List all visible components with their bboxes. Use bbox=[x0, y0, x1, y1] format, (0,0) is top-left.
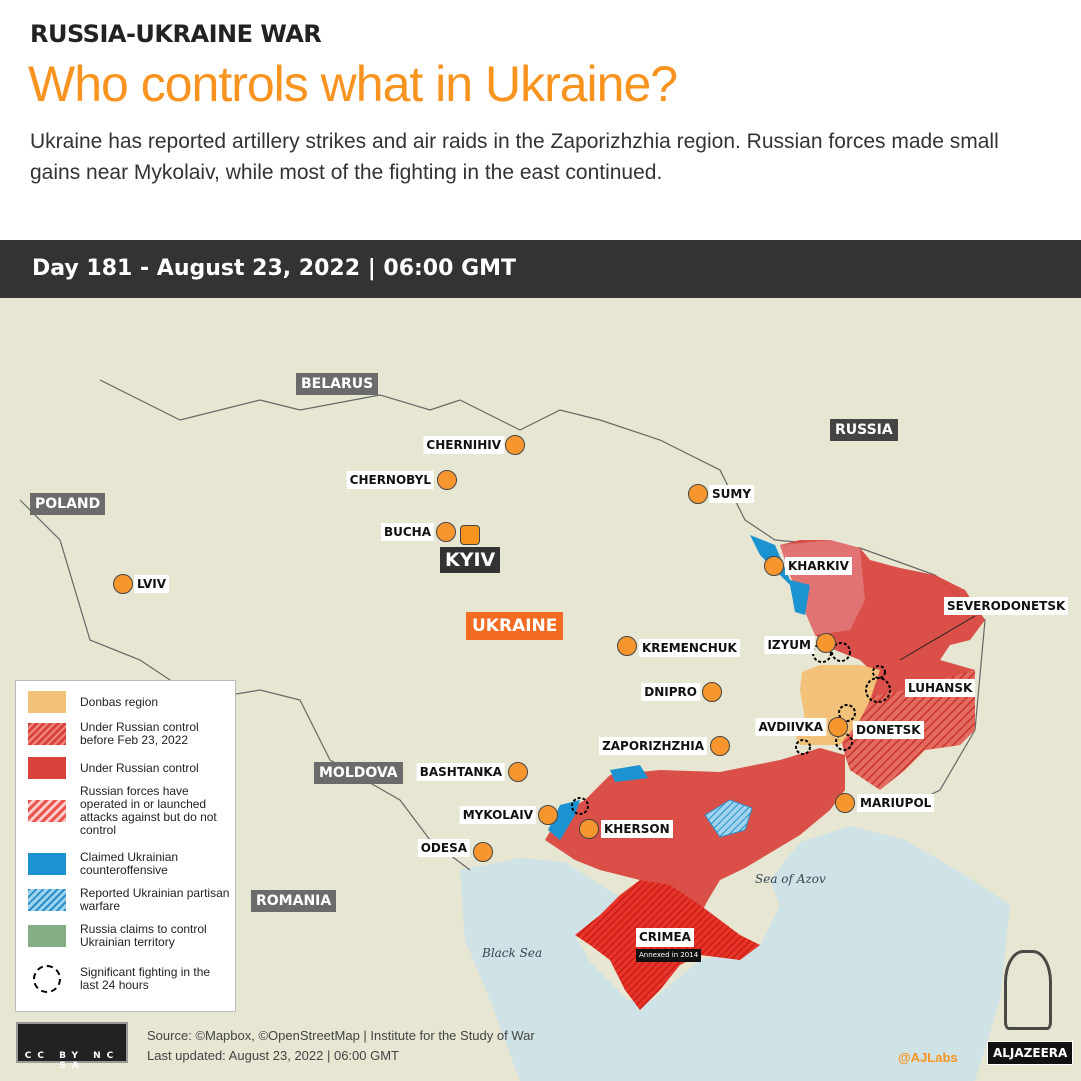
legend-swatch bbox=[28, 925, 66, 947]
leader-line bbox=[899, 615, 976, 661]
city-label: MYKOLAIV bbox=[459, 806, 536, 824]
legend-label: Under Russian control bbox=[80, 760, 199, 775]
source-text: Source: ©Mapbox, ©OpenStreetMap | Instit… bbox=[147, 1028, 535, 1043]
partisan-area bbox=[704, 799, 753, 838]
country-romania: ROMANIA bbox=[251, 890, 337, 912]
city-label: AVDIIVKA bbox=[755, 718, 826, 736]
city-marker bbox=[508, 762, 528, 782]
fighting-circle bbox=[872, 665, 886, 679]
fighting-circle bbox=[795, 739, 811, 755]
legend-item: Donbas region bbox=[28, 691, 232, 713]
city-marker bbox=[113, 574, 133, 594]
capital-marker bbox=[460, 525, 480, 545]
country-moldova: MOLDOVA bbox=[314, 762, 403, 784]
aljazeera-logo-icon bbox=[1004, 950, 1052, 1030]
city-label: MARIUPOL bbox=[857, 794, 935, 812]
city-marker bbox=[710, 736, 730, 756]
city-marker bbox=[816, 633, 836, 653]
city-label: DNIPRO bbox=[641, 683, 700, 701]
city-marker bbox=[688, 484, 708, 504]
fighting-circle bbox=[571, 797, 589, 815]
legend-label: Reported Ukrainian partisan warfare bbox=[80, 886, 230, 913]
region-label-crimea: CRIMEA bbox=[636, 928, 694, 947]
border-line bbox=[19, 499, 471, 871]
city-marker bbox=[538, 805, 558, 825]
city-label: LVIV bbox=[134, 575, 170, 593]
aljazeera-brand: ALJAZEERA bbox=[987, 1041, 1074, 1065]
legend-label: Under Russian control before Feb 23, 202… bbox=[80, 720, 199, 747]
legend-swatch bbox=[28, 723, 66, 745]
date-bar: Day 181 - August 23, 2022 | 06:00 GMT bbox=[0, 240, 1081, 298]
crimea-note: Annexed in 2014 bbox=[636, 949, 702, 962]
city-label: KHERSON bbox=[601, 820, 673, 838]
legend-swatch bbox=[28, 853, 66, 875]
city-marker bbox=[617, 636, 637, 656]
city-label: BUCHA bbox=[380, 523, 434, 541]
city-label: SEVERODONETSK bbox=[944, 597, 1069, 615]
legend: Donbas region Under Russian control befo… bbox=[15, 680, 236, 1012]
city-label: CHERNOBYL bbox=[346, 471, 434, 489]
occupied-south bbox=[545, 748, 845, 915]
city-marker bbox=[505, 435, 525, 455]
handle: @AJLabs bbox=[898, 1050, 958, 1065]
legend-label: Donbas region bbox=[80, 694, 159, 709]
city-label: SUMY bbox=[709, 485, 755, 503]
capital-label: KYIV bbox=[440, 547, 501, 573]
subtitle: Ukraine has reported artillery strikes a… bbox=[30, 130, 999, 184]
legend-item: Under Russian control before Feb 23, 202… bbox=[28, 721, 232, 747]
city-label: KREMENCHUK bbox=[639, 639, 740, 657]
map: BELARUS RUSSIA POLAND MOLDOVA ROMANIA UK… bbox=[0, 298, 1081, 1081]
city-label: LUHANSK bbox=[905, 679, 976, 697]
city-marker bbox=[579, 819, 599, 839]
city-label: ZAPORIZHZHIA bbox=[599, 737, 707, 755]
legend-item: Reported Ukrainian partisan warfare bbox=[28, 887, 232, 913]
kicker: RUSSIA-UKRAINE WAR bbox=[30, 20, 322, 48]
city-label: DONETSK bbox=[853, 721, 924, 739]
sea-label-black: Black Sea bbox=[482, 946, 543, 960]
city-marker bbox=[473, 842, 493, 862]
city-marker bbox=[835, 793, 855, 813]
city-marker bbox=[436, 522, 456, 542]
legend-item: Russia claims to control Ukrainian terri… bbox=[28, 923, 232, 949]
city-label: KHARKIV bbox=[785, 557, 852, 575]
legend-item: Claimed Ukrainian counteroffensive bbox=[28, 851, 232, 877]
legend-label: Russia claims to control Ukrainian terri… bbox=[80, 922, 207, 949]
legend-swatch bbox=[33, 965, 61, 993]
city-marker bbox=[437, 470, 457, 490]
fighting-circle bbox=[838, 704, 856, 722]
city-marker bbox=[828, 717, 848, 737]
legend-label: Claimed Ukrainian counteroffensive bbox=[80, 850, 179, 877]
country-ukraine: UKRAINE bbox=[466, 612, 564, 640]
legend-item: Significant fighting in the last 24 hour… bbox=[28, 965, 232, 993]
sea-label-azov: Sea of Azov bbox=[755, 872, 826, 886]
country-belarus: BELARUS bbox=[296, 373, 379, 395]
city-label: BASHTANKA bbox=[416, 763, 505, 781]
legend-label: Russian forces have operated in or launc… bbox=[80, 784, 217, 837]
updated-text: Last updated: August 23, 2022 | 06:00 GM… bbox=[147, 1048, 399, 1063]
legend-swatch bbox=[28, 691, 66, 713]
country-poland: POLAND bbox=[30, 493, 106, 515]
city-marker bbox=[764, 556, 784, 576]
legend-item: Russian forces have operated in or launc… bbox=[28, 785, 232, 837]
fighting-circle bbox=[831, 642, 851, 662]
legend-item: Under Russian control bbox=[28, 757, 232, 779]
city-label: CHERNIHIV bbox=[423, 436, 504, 454]
city-label: ODESA bbox=[417, 839, 470, 857]
counteroffensive-zaporizhzhia bbox=[610, 765, 648, 782]
legend-swatch bbox=[28, 889, 66, 911]
legend-swatch bbox=[28, 757, 66, 779]
city-marker bbox=[702, 682, 722, 702]
city-label: IZYUM bbox=[764, 636, 814, 654]
legend-swatch bbox=[28, 800, 66, 822]
counteroffensive-kharkiv bbox=[750, 535, 810, 615]
country-russia: RUSSIA bbox=[830, 419, 898, 441]
cc-license-badge[interactable]: CC BY NC SA bbox=[16, 1022, 128, 1071]
legend-label: Significant fighting in the last 24 hour… bbox=[80, 965, 211, 992]
page-title: Who controls what in Ukraine? bbox=[28, 56, 678, 112]
